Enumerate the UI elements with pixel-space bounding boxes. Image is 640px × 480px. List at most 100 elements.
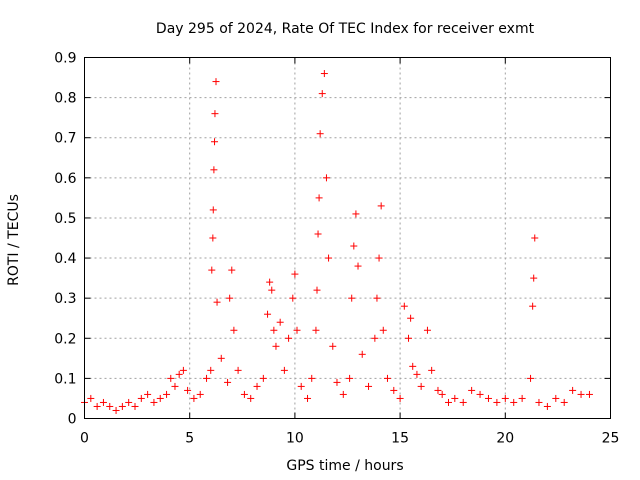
data-point [373,294,381,302]
data-point [585,390,593,398]
data-point [346,374,354,382]
data-point [150,398,158,406]
data-point [390,386,398,394]
data-point [268,286,276,294]
data-point [207,366,215,374]
data-point [209,206,217,214]
y-tick-label: 0.8 [54,91,76,107]
data-point [484,394,492,402]
data-point [203,374,211,382]
x-axis-label: GPS time / hours [286,458,403,474]
x-tick-label: 10 [286,431,304,447]
data-point [379,326,387,334]
data-point [93,402,101,410]
data-point [409,362,417,370]
data-point [358,350,366,358]
data-point [211,138,219,146]
x-tick-label: 25 [602,431,620,447]
data-point [352,210,360,218]
data-point [266,278,274,286]
data-point [529,302,537,310]
data-point [552,394,560,402]
data-point [527,374,535,382]
data-point [211,110,219,118]
data-point [413,370,421,378]
data-point [325,254,333,262]
data-point [535,398,543,406]
data-point [518,394,526,402]
data-point [272,342,280,350]
data-point [320,70,328,78]
data-point [396,394,404,402]
x-tick-label: 20 [496,431,514,447]
data-point [383,374,391,382]
data-point [137,394,145,402]
data-point [210,166,218,174]
data-point [444,398,452,406]
y-tick-label: 0.7 [54,131,76,147]
data-point [253,382,261,390]
data-point [226,294,234,302]
data-point [459,398,467,406]
data-point [87,394,95,402]
data-point [339,390,347,398]
data-point [125,398,133,406]
data-point [270,326,278,334]
axis-ticks: 0 0.1 0.2 0.3 0.4 0.5 0.6 0.7 0.8 0.9 0 5 10 15 20 25 [54,51,619,447]
data-point [190,394,198,402]
data-point [163,390,171,398]
data-point [276,318,284,326]
data-point [322,174,330,182]
data-point [167,374,175,382]
data-point [297,382,305,390]
y-tick-label: 0.6 [54,171,76,187]
data-point [400,302,408,310]
data-point [144,390,152,398]
y-tick-label: 0.2 [54,331,76,347]
y-axis-label: ROTI / TECUs [6,194,22,286]
data-point [230,326,238,334]
chart-title: Day 295 of 2024, Rate Of TEC Index for r… [156,21,535,37]
data-point [316,130,324,138]
data-point [313,286,321,294]
data-point [156,394,164,402]
y-tick-label: 0.3 [54,291,76,307]
data-point [289,294,297,302]
data-point [247,394,255,402]
data-point [329,342,337,350]
data-point [209,234,217,242]
plot-frame [84,57,611,419]
data-point [264,310,272,318]
data-point [224,378,232,386]
data-point [212,78,220,86]
y-tick-label: 0.1 [54,371,76,387]
data-point [240,390,248,398]
data-point [175,370,183,378]
data-point [333,378,341,386]
data-point [285,334,293,342]
data-point [493,398,501,406]
y-tick-label: 0.9 [54,51,76,67]
data-point [405,334,413,342]
data-point [304,394,312,402]
data-point [184,386,192,394]
data-point [428,366,436,374]
data-point [291,270,299,278]
data-point [280,366,288,374]
data-point [314,230,322,238]
data-point [228,266,236,274]
data-point [196,390,204,398]
data-point [217,354,225,362]
data-point [118,402,126,410]
data-point [417,382,425,390]
data-point [131,402,139,410]
data-point [510,398,518,406]
data-point [234,366,242,374]
data-point [543,402,551,410]
data-point [375,254,383,262]
data-point [208,266,216,274]
data-point [451,394,459,402]
data-point [468,386,476,394]
data-point [106,402,114,410]
